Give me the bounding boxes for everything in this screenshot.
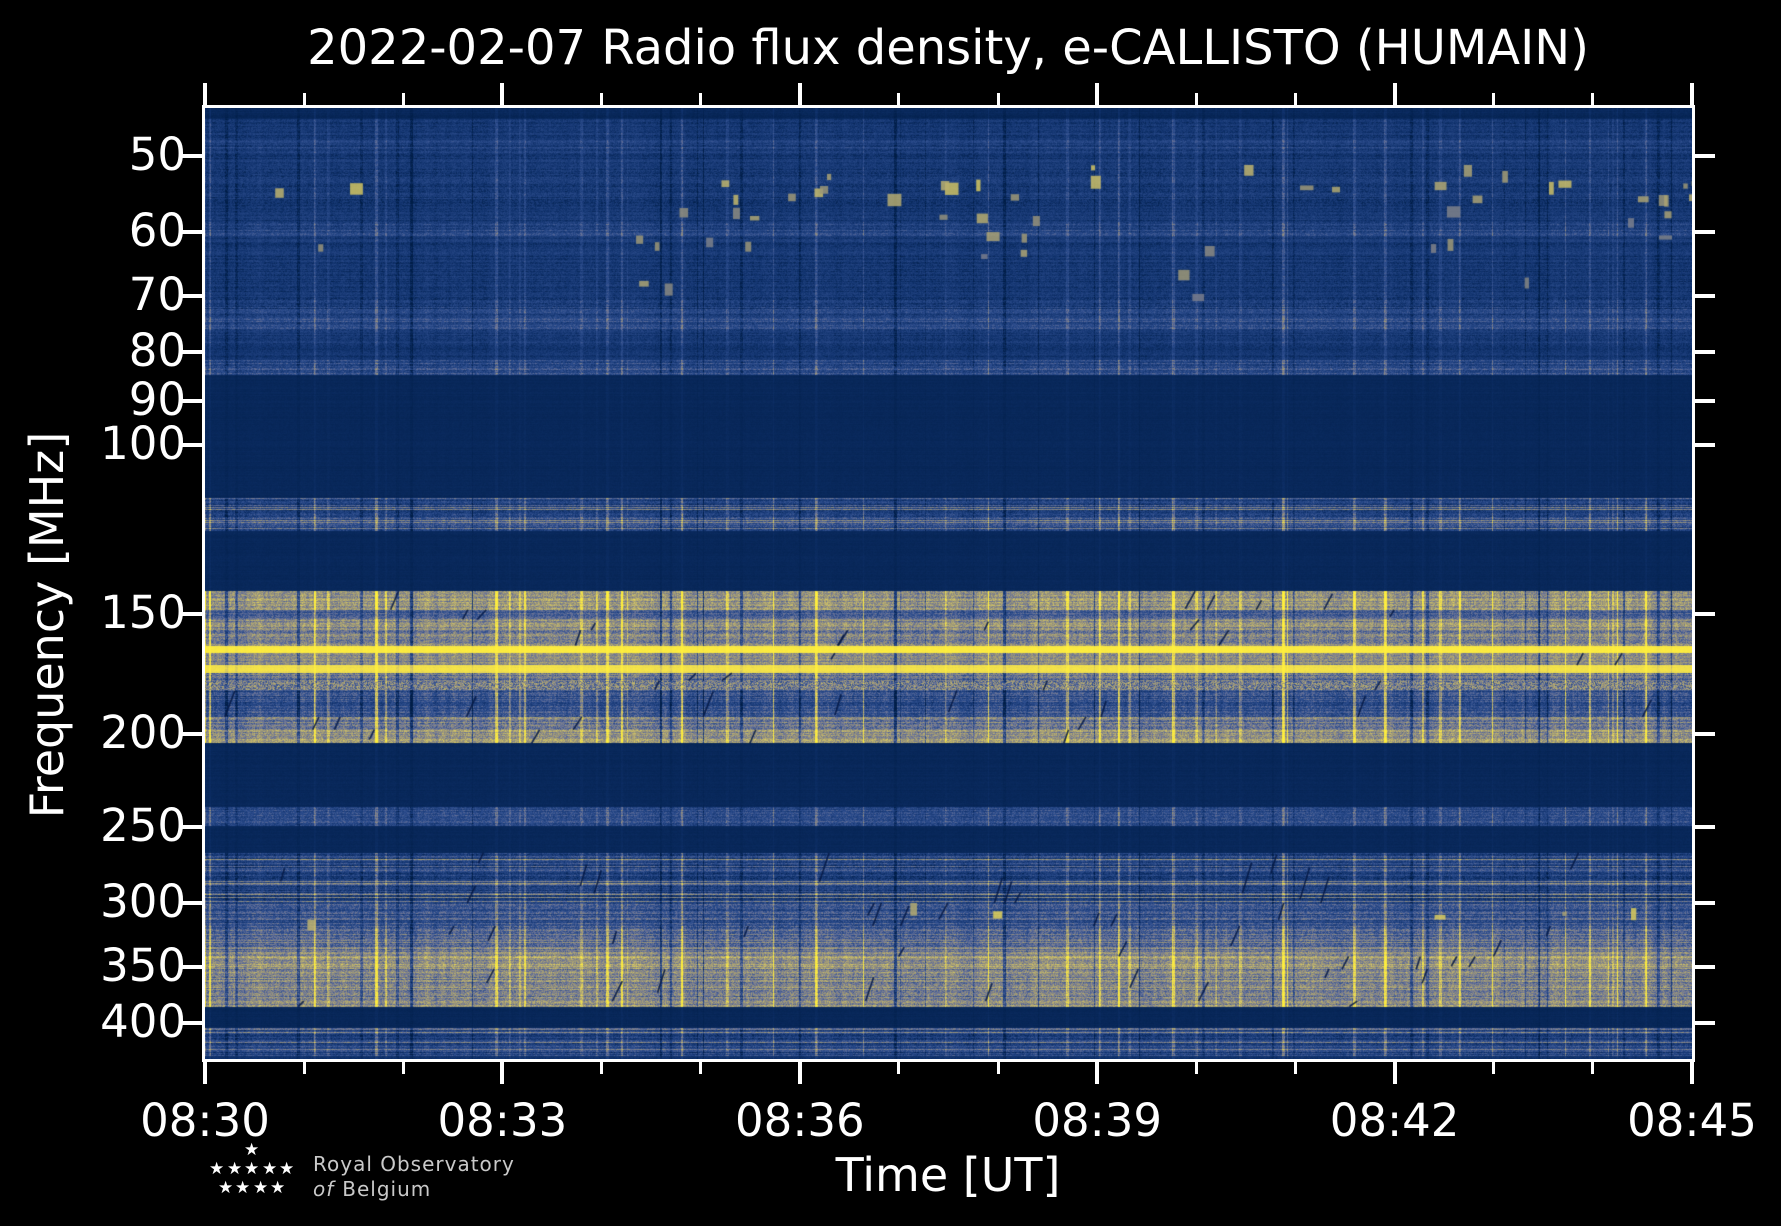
y-tick-major (182, 965, 202, 970)
logo-text-of: of (313, 1177, 335, 1201)
star-icon: ★ (227, 1159, 243, 1179)
y-tick-major (1695, 229, 1715, 234)
y-tick-label: 50 (128, 127, 186, 181)
y-tick-label: 300 (100, 875, 186, 929)
star-icon: ★ (279, 1159, 295, 1179)
y-tick-major (1695, 442, 1715, 447)
y-tick-major (182, 349, 202, 354)
y-tick-major (1695, 294, 1715, 299)
star-icon: ★ (218, 1178, 234, 1198)
x-tick-label: 08:30 (140, 1094, 270, 1147)
x-tick-minor (1492, 93, 1496, 105)
x-tick-minor (401, 1062, 405, 1074)
logo-text-line1: Royal Observatory (313, 1152, 515, 1176)
x-tick-minor (302, 1062, 306, 1074)
y-tick-major (1695, 611, 1715, 616)
y-tick-major (1695, 825, 1715, 829)
y-tick-major (1695, 901, 1715, 906)
star-icon: ★ (244, 1159, 260, 1179)
y-tick-major (182, 611, 202, 616)
x-tick-minor (897, 93, 901, 105)
y-tick-major (182, 294, 202, 299)
y-tick-major (1695, 153, 1715, 158)
x-tick-minor (996, 1062, 1000, 1074)
x-tick-minor (1194, 1062, 1198, 1074)
x-tick-minor (1293, 1062, 1297, 1074)
y-tick-major (182, 1021, 202, 1026)
x-tick-major (203, 1062, 207, 1084)
x-tick-label: 08:33 (437, 1094, 568, 1147)
y-tick-major (1695, 398, 1715, 403)
y-tick-major (182, 398, 202, 403)
star-icon: ★ (270, 1178, 286, 1198)
y-tick-major (182, 153, 202, 158)
x-tick-major (797, 83, 802, 105)
x-tick-major (1392, 83, 1397, 105)
x-tick-minor (600, 1062, 604, 1074)
x-tick-minor (1194, 93, 1198, 105)
x-tick-major (1690, 83, 1694, 105)
x-axis-title: Time [UT] (835, 1148, 1061, 1202)
y-tick-major (1695, 965, 1715, 970)
y-tick-label: 100 (100, 416, 186, 470)
y-tick-label: 400 (100, 995, 186, 1049)
y-tick-label: 60 (128, 203, 186, 257)
y-tick-major (182, 229, 202, 234)
star-icon: ★ (209, 1159, 225, 1179)
y-tick-label: 80 (128, 323, 186, 377)
x-tick-label: 08:45 (1627, 1094, 1757, 1147)
x-tick-minor (996, 93, 1000, 105)
y-tick-label: 90 (128, 372, 186, 426)
star-icon: ★ (244, 1140, 260, 1160)
x-tick-major (797, 1062, 802, 1084)
x-tick-minor (699, 1062, 703, 1074)
x-tick-minor (1591, 1062, 1595, 1074)
x-tick-major (500, 83, 505, 105)
y-tick-label: 350 (100, 939, 186, 993)
chart-title: 2022-02-07 Radio flux density, e-CALLIST… (307, 20, 1589, 76)
x-tick-minor (600, 93, 604, 105)
x-tick-label: 08:39 (1032, 1094, 1163, 1147)
x-tick-major (1690, 1062, 1694, 1084)
x-tick-major (500, 1062, 505, 1084)
x-tick-major (203, 83, 207, 105)
y-tick-major (1695, 731, 1715, 736)
y-tick-major (182, 901, 202, 906)
x-tick-major (1095, 83, 1100, 105)
x-tick-minor (1492, 1062, 1496, 1074)
y-tick-major (182, 731, 202, 736)
spectrogram-canvas (205, 108, 1692, 1059)
y-tick-label: 150 (100, 585, 186, 639)
x-tick-minor (699, 93, 703, 105)
x-tick-label: 08:36 (734, 1094, 865, 1147)
y-tick-label: 200 (100, 705, 186, 759)
x-tick-minor (1591, 93, 1595, 105)
star-icon: ★ (253, 1178, 269, 1198)
x-tick-major (1095, 1062, 1100, 1084)
logo-text-line2: of Belgium (313, 1177, 431, 1201)
x-tick-minor (1293, 93, 1297, 105)
y-tick-major (182, 825, 202, 829)
x-tick-label: 08:42 (1329, 1094, 1460, 1147)
y-tick-label: 250 (100, 799, 186, 852)
y-tick-major (1695, 1021, 1715, 1026)
x-tick-minor (401, 93, 405, 105)
y-tick-label: 70 (128, 268, 186, 322)
x-tick-minor (302, 93, 306, 105)
x-tick-minor (897, 1062, 901, 1074)
star-icon: ★ (262, 1159, 278, 1179)
y-axis-title: Frequency [MHz] (20, 431, 74, 819)
y-tick-major (1695, 349, 1715, 354)
y-tick-major (182, 442, 202, 447)
x-tick-major (1392, 1062, 1397, 1084)
logo-text-belgium: Belgium (342, 1177, 432, 1201)
star-icon: ★ (235, 1178, 251, 1198)
